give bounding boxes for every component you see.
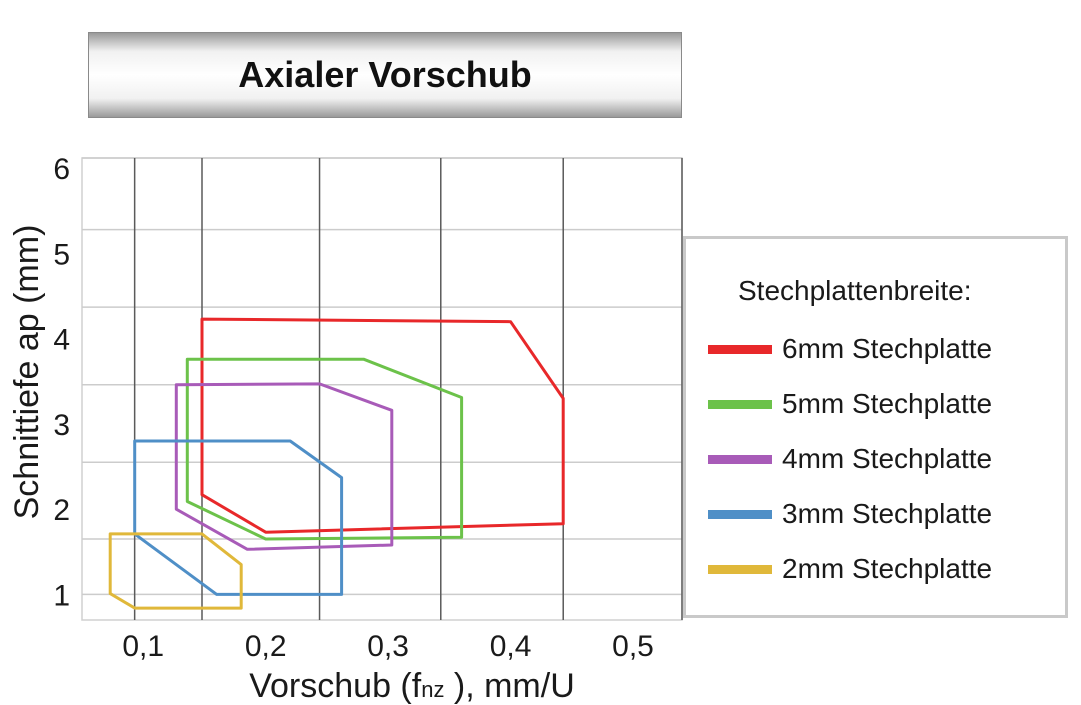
legend-swatch (708, 509, 772, 519)
y-tick-label: 2 (53, 494, 70, 527)
x-axis-label: Vorschub (fnz ), mm/U (249, 667, 575, 705)
legend-label: 4mm Stechplatte (782, 443, 993, 474)
x-tick-label: 0,1 (122, 630, 164, 663)
plot-frame (81, 157, 683, 621)
x-axis-label-subscript: nz (421, 677, 444, 702)
legend-swatch (708, 399, 772, 409)
grid-lines (81, 157, 683, 621)
y-axis-label: Schnittiefe ap (mm) (8, 225, 46, 520)
legend-swatch (708, 564, 772, 574)
legend-item: 2mm Stechplatte (708, 549, 992, 589)
legend-item: 6mm Stechplatte (708, 329, 992, 369)
y-tick-labels: 1 2 3 4 5 6 (53, 153, 70, 612)
x-tick-labels: 0,1 0,2 0,3 0,4 0,5 (122, 630, 654, 663)
legend-label: 5mm Stechplatte (782, 388, 993, 419)
x-tick-label: 0,5 (612, 630, 654, 663)
legend-label: 3mm Stechplatte (782, 498, 993, 529)
x-tick-label: 0,2 (245, 630, 287, 663)
series-outline-5mm-stechplatte (185, 357, 464, 541)
x-axis-label-suffix: ), mm/U (444, 667, 574, 705)
series-outline-2mm-stechplatte (108, 532, 243, 610)
series-outline-4mm-stechplatte (174, 382, 394, 551)
series-group (108, 317, 565, 610)
legend: Stechplattenbreite: 6mm Stechplatte 5mm S… (683, 236, 1068, 618)
y-tick-label: 6 (53, 153, 70, 186)
chart-title: Axialer Vorschub (88, 32, 682, 118)
legend-item: 4mm Stechplatte (708, 439, 992, 479)
legend-item: 3mm Stechplatte (708, 494, 992, 534)
series-outline-6mm-stechplatte (200, 317, 565, 534)
legend-swatch (708, 344, 772, 354)
legend-swatch (708, 454, 772, 464)
legend-title: Stechplattenbreite: (738, 275, 972, 306)
x-axis-label-main: Vorschub (f (249, 667, 422, 705)
x-tick-label: 0,4 (490, 630, 532, 663)
legend-label: 2mm Stechplatte (782, 553, 993, 584)
y-tick-label: 5 (53, 238, 70, 271)
y-tick-label: 4 (53, 324, 70, 357)
y-tick-label: 1 (53, 579, 70, 612)
x-tick-label: 0,3 (367, 630, 409, 663)
legend-item: 5mm Stechplatte (708, 384, 992, 424)
y-tick-label: 3 (53, 409, 70, 442)
legend-label: 6mm Stechplatte (782, 333, 993, 364)
